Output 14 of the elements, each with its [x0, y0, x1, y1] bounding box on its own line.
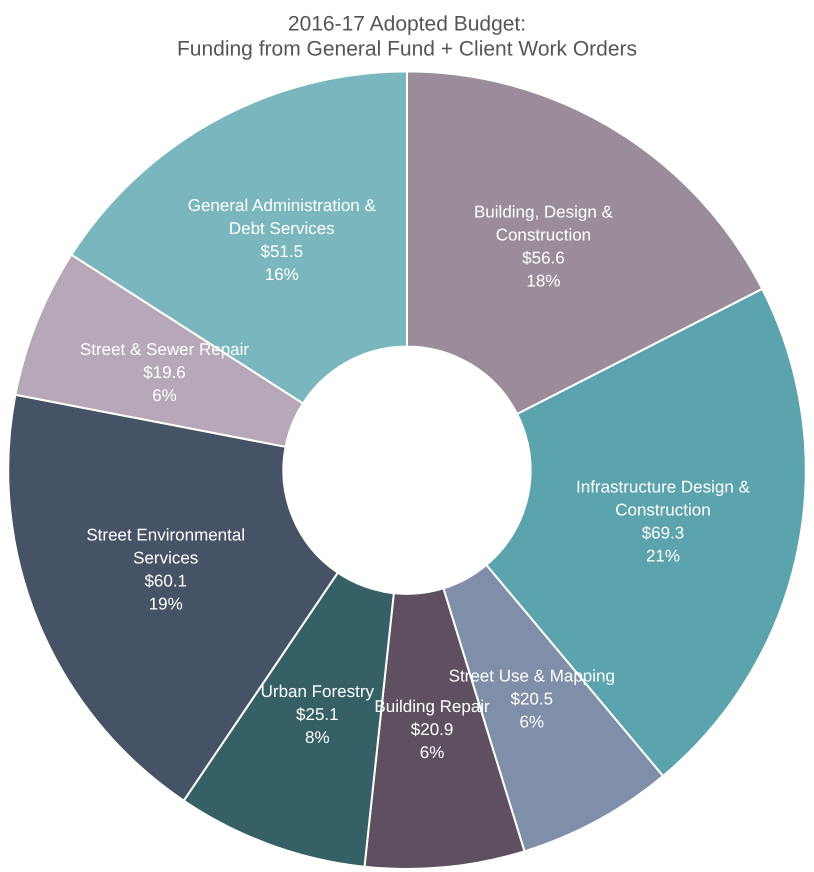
data-label: $19.6 6%	[143, 362, 186, 405]
slice-label: Street Environmental Services	[86, 525, 246, 568]
data-label: $60.1 19%	[144, 571, 187, 614]
data-label: $56.6 18%	[522, 248, 565, 291]
data-label: $69.3 21%	[642, 524, 684, 566]
slice-label: Urban Forestry	[260, 682, 374, 702]
data-label: $25.1 8%	[296, 705, 339, 748]
data-label: $20.9 6%	[410, 720, 454, 762]
slice-label: Infrastructure Design & Construction	[576, 478, 751, 520]
slice-label: General Administration & Debt Services	[188, 196, 376, 238]
chart-title: 2016-17 Adopted Budget: Funding from General Fund + Client Work Orders	[176, 12, 638, 61]
data-label: $51.5 16%	[260, 242, 304, 284]
slice-label: Building, Design & Construction	[474, 202, 614, 245]
data-label: $20.5 6%	[510, 689, 554, 732]
